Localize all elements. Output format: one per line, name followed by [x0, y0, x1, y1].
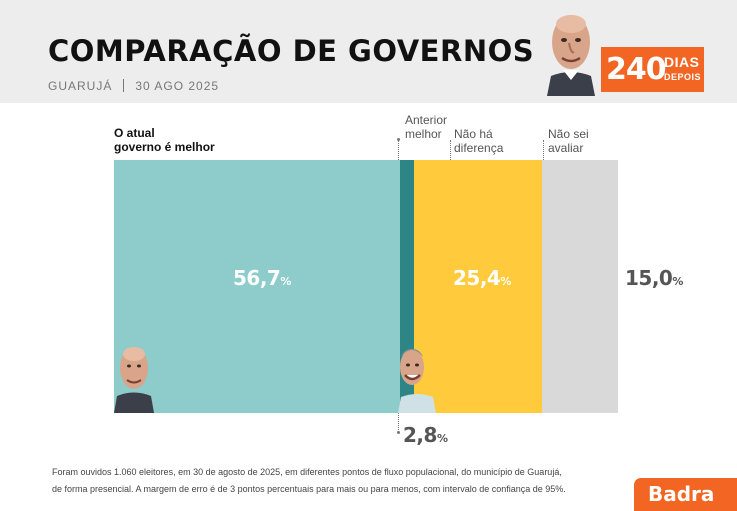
methodology-line-1: Foram ouvidos 1.060 eleitores, em 30 de … — [52, 467, 562, 477]
category-label-atual-melhor: O atual governo é melhor — [114, 126, 215, 154]
category-label-nao-ha-diferenca: Não há diferença — [454, 127, 504, 155]
value-label-nao-sei-avaliar: 15,0% — [625, 266, 683, 290]
percent-sign: % — [672, 275, 683, 288]
value-label-atual-melhor: 56,7% — [233, 266, 291, 290]
value-anterior-melhor: 2,8 — [403, 423, 437, 447]
leader-line-diferenca — [450, 140, 451, 160]
date-label: 30 AGO 2025 — [135, 79, 220, 93]
location-label: GUARUJÁ — [48, 79, 113, 93]
bar-segment-atual-melhor — [114, 160, 401, 413]
location-date-line: GUARUJÁ 30 AGO 2025 — [48, 79, 219, 93]
former-mayor-caricature-icon — [398, 349, 436, 413]
brand-name: Badra — [648, 482, 715, 506]
brand-logo: Badra — [634, 478, 737, 511]
days-badge: 240 DIAS DEPOIS — [601, 47, 704, 92]
value-nao-ha-diferenca: 25,4 — [453, 266, 501, 290]
separator — [123, 79, 125, 92]
badge-number: 240 — [606, 52, 667, 87]
bar-segment-nao-sei-avaliar — [542, 160, 618, 413]
value-label-anterior-melhor: 2,8% — [403, 423, 448, 447]
value-label-nao-ha-diferenca: 25,4% — [453, 266, 511, 290]
leader-line-nao-sei — [543, 140, 544, 160]
badge-dias: DIAS — [664, 54, 700, 70]
current-mayor-caricature-icon — [547, 15, 595, 96]
page-title: COMPARAÇÃO DE GOVERNOS — [48, 34, 535, 68]
leader-dot-top — [397, 138, 400, 141]
bar-segment-nao-ha-diferenca — [414, 160, 543, 413]
methodology-note: Foram ouvidos 1.060 eleitores, em 30 de … — [52, 464, 612, 498]
leader-line-bottom — [398, 413, 399, 432]
leader-dot-bottom — [397, 431, 400, 434]
leader-line-top — [398, 140, 399, 160]
badge-depois: DEPOIS — [664, 72, 702, 82]
percent-sign: % — [436, 432, 448, 445]
value-nao-sei-avaliar: 15,0 — [625, 266, 673, 290]
category-label-nao-sei-avaliar: Não sei avaliar — [548, 127, 589, 155]
percent-sign: % — [280, 275, 291, 288]
methodology-line-2: de forma presencial. A margem de erro é … — [52, 484, 566, 494]
category-label-anterior-melhor: Anterior melhor — [405, 113, 448, 141]
percent-sign: % — [500, 275, 511, 288]
current-mayor-small-caricature-icon — [114, 347, 154, 413]
value-atual-melhor: 56,7 — [233, 266, 281, 290]
